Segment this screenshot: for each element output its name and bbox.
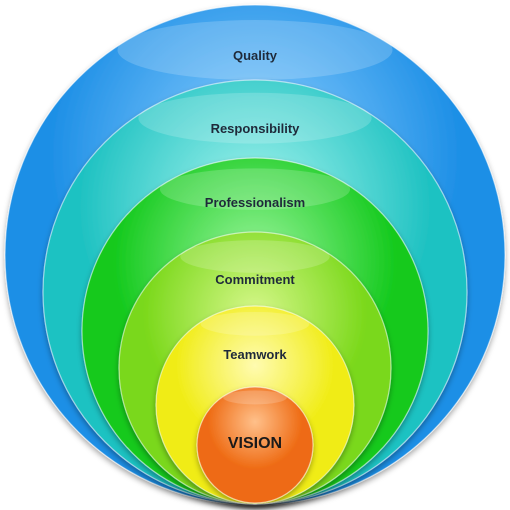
layer-label-quality: Quality: [233, 48, 278, 63]
layer-gloss-vision: [223, 390, 287, 405]
layer-gloss-commitment: [180, 240, 330, 273]
layer-label-responsibility: Responsibility: [211, 121, 301, 136]
layer-gloss-teamwork: [200, 311, 310, 336]
layer-gloss-quality: [117, 20, 393, 80]
layer-label-teamwork: Teamwork: [223, 347, 287, 362]
layer-label-commitment: Commitment: [215, 272, 295, 287]
core-label-vision: VISION: [228, 435, 282, 452]
layer-gloss-responsibility: [138, 92, 372, 144]
layer-label-professionalism: Professionalism: [205, 195, 305, 210]
layer-gloss-professionalism: [159, 168, 351, 210]
layer-circle-vision: [196, 386, 314, 504]
